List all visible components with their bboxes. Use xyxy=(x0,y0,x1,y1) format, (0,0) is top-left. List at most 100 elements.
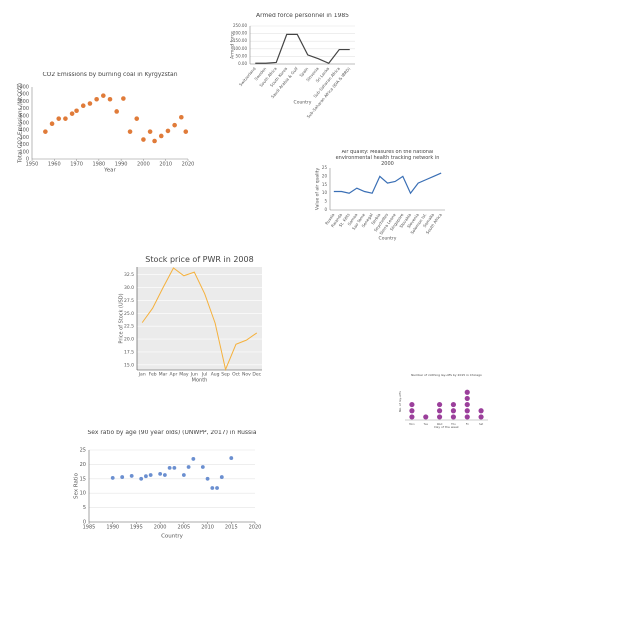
point xyxy=(101,93,106,98)
x-tick-label: 2000 xyxy=(154,525,167,531)
x-tick-label: Mon xyxy=(409,422,415,426)
dot xyxy=(450,414,457,420)
point xyxy=(114,109,119,114)
x-tick-label: 2005 xyxy=(177,525,190,531)
chart: CO2 Emissions by burning coal in Kyrgyzs… xyxy=(16,72,195,174)
point xyxy=(167,465,172,470)
dot-stack xyxy=(450,401,457,420)
dot xyxy=(464,389,470,395)
y-tick-label: 17.5 xyxy=(124,349,134,355)
x-tick-label: 1960 xyxy=(48,162,61,168)
x-tick-label: 1990 xyxy=(106,525,119,531)
x-tick-label: Wed xyxy=(437,422,443,426)
point xyxy=(165,128,171,134)
point xyxy=(121,96,126,101)
y-tick-label: 15 xyxy=(80,476,86,482)
x-tick-label: May xyxy=(179,372,189,378)
x-tick-label: 1990 xyxy=(115,162,128,168)
point xyxy=(134,116,140,121)
chart: Armed force personnel in 1985 Country Arme… xyxy=(230,13,355,119)
y-tick-label: 150.00 xyxy=(233,38,247,43)
point xyxy=(172,465,177,470)
x-tick-label: 2015 xyxy=(225,525,238,531)
dot-stack xyxy=(464,389,470,420)
y-axis-label: Sex Ratio xyxy=(74,472,80,499)
point xyxy=(183,129,189,134)
dot xyxy=(409,408,415,414)
x-tick-label: Sat xyxy=(479,422,483,426)
y-tick-label: 0 xyxy=(83,520,86,526)
point xyxy=(191,457,196,461)
dot xyxy=(464,408,470,414)
y-tick-label: 0 xyxy=(324,207,327,212)
y-axis-label: Armed force xyxy=(230,31,236,59)
y-tick-label: 600 xyxy=(19,113,29,119)
x-tick-label: Dec xyxy=(252,372,261,378)
x-tick-label: 2010 xyxy=(159,162,172,168)
y-tick-label: 5 xyxy=(324,199,327,204)
point xyxy=(120,475,125,479)
point xyxy=(162,473,167,477)
point xyxy=(229,456,234,460)
y-tick-label: 0.00 xyxy=(238,61,247,66)
dot-stack xyxy=(423,414,429,420)
y-tick-label: 50.00 xyxy=(236,53,248,58)
x-tick-label: 2020 xyxy=(182,162,195,168)
dot-stack xyxy=(409,401,415,420)
dot xyxy=(436,401,443,408)
point xyxy=(107,96,113,102)
chart-title-box: Air quality: Measures on the national en… xyxy=(335,150,440,166)
x-tick-label: 1985 xyxy=(83,525,96,531)
y-tick-label: 10 xyxy=(322,190,328,195)
dot xyxy=(464,395,470,402)
y-tick-label: 900 xyxy=(19,92,29,98)
point xyxy=(80,103,86,109)
x-axis-label: Month xyxy=(192,378,208,384)
dot-stack xyxy=(436,401,443,420)
dot xyxy=(464,401,470,408)
y-tick-label: 15 xyxy=(322,182,328,187)
x-tick-label: Sep xyxy=(221,372,230,378)
dot xyxy=(464,414,470,420)
chart-title-box: CO2 Emissions by burning coal in Kyrgyzs… xyxy=(42,72,177,78)
x-tick-label: Apr xyxy=(170,372,178,378)
dot xyxy=(423,414,429,420)
chart-title: Air quality: Measures on the national en… xyxy=(335,150,440,166)
dot xyxy=(436,408,443,414)
point xyxy=(152,138,157,144)
x-tick-label: Aug xyxy=(211,372,220,378)
y-tick-label: 200 xyxy=(19,142,29,148)
y-tick-label: 15.0 xyxy=(124,362,134,368)
chart: Number of clothing lay-offs by 2015 in C… xyxy=(398,374,488,429)
y-tick-label: 25 xyxy=(322,165,328,170)
point xyxy=(148,473,153,477)
x-tick-label: 1980 xyxy=(92,162,105,168)
y-tick-label: 25 xyxy=(80,448,86,454)
chart-title: Sex ratio by age (90 year olds) (UNWPP, … xyxy=(87,430,257,436)
y-tick-label: 20 xyxy=(80,462,86,468)
y-tick-label: 100 xyxy=(19,149,29,155)
x-axis-label: Country xyxy=(294,100,312,106)
point xyxy=(87,101,93,106)
y-tick-label: 5 xyxy=(83,505,86,511)
point xyxy=(43,129,48,134)
x-tick-label: 2000 xyxy=(137,162,150,168)
x-tick-label: Jun xyxy=(190,372,198,378)
y-tick-label: 20.0 xyxy=(124,337,134,343)
x-tick-label: Oct xyxy=(232,372,240,378)
x-tick-label: 1970 xyxy=(70,162,83,168)
x-tick-label: 2010 xyxy=(201,525,214,531)
point xyxy=(49,121,55,127)
x-tick-label: Tue xyxy=(424,422,429,426)
line xyxy=(141,267,258,372)
x-tick-label: 2020 xyxy=(249,525,262,531)
x-tick-label: Spain xyxy=(298,66,309,78)
point xyxy=(172,122,177,128)
point xyxy=(215,486,219,490)
y-tick-label: 32.5 xyxy=(124,272,134,278)
point xyxy=(129,474,134,478)
y-tick-label: 27.5 xyxy=(124,298,134,304)
y-tick-label: 30.0 xyxy=(124,285,134,291)
chart: Sex ratio by age (90 year olds) (UNWPP, … xyxy=(74,430,262,540)
